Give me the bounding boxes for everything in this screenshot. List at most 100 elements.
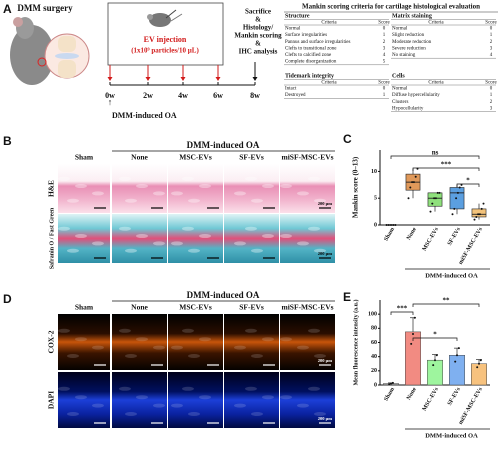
y-tick-label: 60 bbox=[371, 340, 377, 346]
tissue-texture bbox=[75, 234, 87, 239]
tissue-texture bbox=[262, 184, 274, 189]
bar bbox=[449, 355, 465, 386]
dose-label: (1x10⁹ particles/10 µL) bbox=[131, 47, 199, 55]
micrograph bbox=[224, 314, 279, 370]
scale-bar-label: 200 µm bbox=[318, 251, 332, 256]
data-point bbox=[390, 224, 393, 226]
endpoint-label: Histology/ bbox=[243, 24, 274, 32]
data-point bbox=[477, 213, 480, 216]
tissue-texture bbox=[119, 328, 131, 333]
section-header: Matrix staining bbox=[392, 13, 432, 19]
endpoint-label: Mankin scoring bbox=[234, 32, 282, 40]
data-point bbox=[453, 207, 456, 210]
data-point bbox=[476, 366, 479, 369]
micrograph bbox=[280, 214, 335, 263]
significance-label: ns bbox=[432, 149, 439, 157]
tissue-texture bbox=[92, 241, 104, 246]
criterion: Normal bbox=[285, 27, 301, 32]
data-point bbox=[390, 382, 392, 385]
micrograph bbox=[112, 214, 167, 263]
tissue-texture bbox=[234, 403, 246, 408]
score: 0 bbox=[490, 87, 493, 92]
tissue-texture bbox=[188, 354, 200, 358]
tissue-texture bbox=[308, 328, 320, 333]
row-label: Safranin O / Fast Green bbox=[49, 207, 55, 269]
criterion: Intact bbox=[285, 87, 297, 92]
tissue-texture bbox=[297, 345, 309, 350]
column-header: Score bbox=[485, 81, 497, 86]
row-label: COX-2 bbox=[47, 330, 56, 353]
criterion: Pannus and surface irregularities bbox=[285, 40, 350, 45]
bar bbox=[427, 359, 443, 386]
tissue-texture bbox=[188, 248, 200, 253]
data-point bbox=[454, 360, 457, 363]
tissue-texture bbox=[171, 191, 183, 196]
x-tick-label: SF-EVs bbox=[447, 226, 462, 247]
column-label: SF-EVs bbox=[239, 153, 264, 162]
tissue-texture bbox=[308, 176, 320, 181]
tissue-texture bbox=[314, 248, 326, 253]
column-header: Criteria bbox=[428, 21, 444, 26]
data-point bbox=[411, 181, 414, 184]
criterion: Surface irregularities bbox=[285, 33, 327, 38]
significance-label: * bbox=[466, 177, 470, 185]
x-tick-label: SF-EVs bbox=[447, 386, 462, 407]
criterion: Clefts to calcified zone bbox=[285, 53, 332, 58]
data-point bbox=[456, 354, 458, 357]
score: 2 bbox=[490, 40, 493, 45]
data-point bbox=[473, 218, 476, 221]
box bbox=[427, 192, 443, 207]
x-tick-label: miSF-MSC-EVs bbox=[458, 386, 484, 426]
tissue-texture bbox=[251, 412, 263, 416]
data-point bbox=[475, 215, 478, 218]
tissue-texture bbox=[199, 184, 211, 189]
data-point bbox=[458, 186, 461, 189]
micrograph bbox=[224, 164, 279, 213]
tissue-texture bbox=[92, 191, 104, 196]
tissue-texture bbox=[153, 345, 165, 350]
score: 0 bbox=[383, 87, 386, 92]
score: 4 bbox=[383, 53, 386, 58]
x-tick-label: MSC-EVs bbox=[422, 386, 441, 412]
tissue-texture bbox=[188, 412, 200, 416]
criterion: Normal bbox=[392, 27, 408, 32]
tissue-texture bbox=[262, 234, 274, 239]
tissue-texture bbox=[297, 403, 309, 408]
week-label: 6w bbox=[213, 91, 223, 100]
tissue-texture bbox=[119, 176, 131, 181]
group-label: DMM-induced OA bbox=[425, 432, 478, 439]
tissue-texture bbox=[153, 191, 165, 196]
tissue-texture bbox=[199, 395, 211, 400]
panel-label: C bbox=[343, 132, 352, 146]
data-point bbox=[409, 186, 412, 189]
column-header: Criteria bbox=[321, 81, 337, 86]
tissue-texture bbox=[75, 337, 87, 342]
criterion: Clefts to transitional zone bbox=[285, 46, 337, 51]
tissue-texture bbox=[251, 198, 263, 203]
data-point bbox=[412, 181, 415, 184]
tissue-texture bbox=[119, 226, 131, 231]
tissue-texture bbox=[171, 345, 183, 350]
criterion: No staining bbox=[392, 53, 416, 58]
column-label: None bbox=[131, 303, 148, 312]
scale-bar-label: 200 µm bbox=[318, 201, 332, 206]
tissue-texture bbox=[92, 345, 104, 350]
tissue-texture bbox=[280, 337, 292, 342]
panel-label: E bbox=[343, 290, 351, 304]
y-axis-label: Mankin score (0–13) bbox=[352, 156, 360, 218]
data-point bbox=[434, 197, 437, 200]
criterion: Clusters bbox=[392, 100, 408, 105]
column-label: None bbox=[131, 153, 148, 162]
tissue-texture bbox=[314, 412, 326, 416]
box bbox=[471, 208, 487, 218]
tissue-texture bbox=[297, 241, 309, 246]
injection-box bbox=[107, 2, 224, 66]
week-label: 8w bbox=[250, 91, 260, 100]
criterion: Complete disorganization bbox=[285, 60, 337, 65]
tissue-texture bbox=[58, 386, 70, 391]
criterion: Destroyed bbox=[285, 93, 306, 98]
tissue-texture bbox=[67, 248, 79, 253]
micrograph bbox=[280, 372, 335, 428]
micrograph bbox=[168, 314, 223, 370]
